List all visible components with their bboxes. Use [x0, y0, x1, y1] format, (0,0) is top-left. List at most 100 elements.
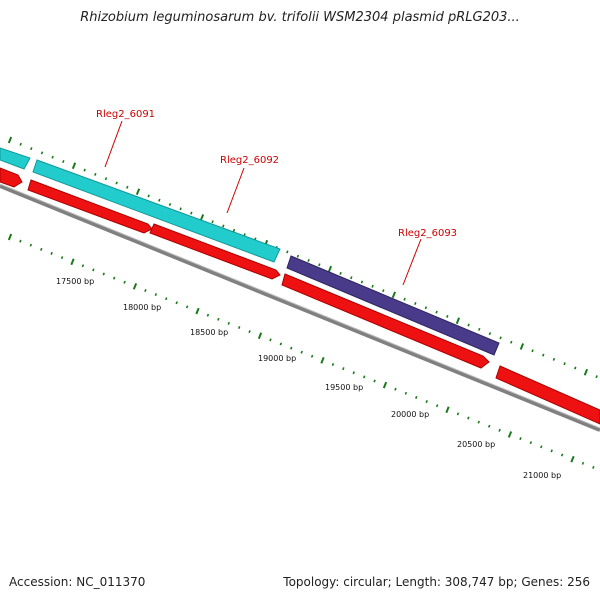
scale-tick: [175, 301, 178, 305]
outer-tick-row: [7, 136, 598, 379]
backbone-shadow: [0, 183, 600, 429]
gene-track: [0, 147, 500, 356]
outer-tick: [499, 336, 502, 340]
scale-tick: [50, 251, 53, 255]
cds-arrow[interactable]: [149, 223, 281, 280]
outer-tick: [382, 289, 385, 293]
scale-tick: [123, 280, 126, 284]
outer-tick: [126, 185, 129, 189]
scale-tick: [581, 461, 585, 465]
scale-tick: [60, 256, 64, 260]
scale-tick: [81, 264, 85, 268]
scale-tick: [540, 445, 543, 449]
scale-tick: [331, 363, 335, 366]
cds-arrow[interactable]: [27, 179, 153, 234]
scale-tick: [29, 243, 33, 247]
scale-label: 18500 bp: [190, 328, 228, 337]
scale-tick: [467, 416, 470, 420]
scale-label: 18000 bp: [123, 303, 161, 312]
cds-arrow[interactable]: [281, 273, 490, 369]
outer-tick: [179, 207, 182, 211]
outer-tick: [30, 147, 33, 151]
outer-tick: [62, 159, 65, 164]
scale-tick: [269, 338, 272, 342]
gene-rleg2-6093[interactable]: [286, 255, 500, 356]
outer-tick: [360, 280, 364, 284]
scale-tick: [404, 391, 408, 395]
outer-tick: [488, 332, 492, 336]
scale-tick: [435, 404, 439, 408]
outer-tick: [510, 340, 513, 344]
scale-tick: [592, 465, 595, 469]
scale-tick: [257, 332, 263, 340]
outer-tick: [94, 172, 97, 176]
outer-tick: [531, 349, 534, 353]
scale-tick: [248, 330, 251, 334]
cds-arrow[interactable]: [495, 365, 600, 425]
scale-label: 20500 bp: [457, 440, 495, 449]
outer-tick: [595, 375, 598, 379]
outer-tick: [19, 142, 22, 146]
scale-tick: [70, 258, 75, 266]
scale-label: 20000 bp: [391, 410, 429, 419]
scale-tick: [352, 371, 355, 375]
scale-tick: [550, 449, 553, 453]
outer-tick: [71, 162, 77, 170]
gene-label-rleg2-6091: Rleg2_6091: [96, 109, 155, 120]
outer-tick: [542, 353, 545, 357]
gene-label-leader: [226, 167, 245, 214]
outer-tick: [467, 323, 470, 327]
scale-tick: [570, 455, 575, 463]
outer-tick: [104, 177, 108, 181]
outer-tick: [563, 362, 566, 366]
scale-tick: [415, 395, 418, 399]
backbone-line: [0, 184, 600, 432]
outer-tick: [190, 211, 193, 215]
outer-tick: [211, 220, 214, 224]
outer-tick: [286, 250, 289, 254]
scale-tick: [154, 293, 158, 297]
gene-label-leader: [104, 120, 123, 168]
outer-tick: [391, 291, 397, 299]
scale-label: 19000 bp: [258, 354, 296, 363]
scale-tick: [217, 317, 220, 321]
outer-tick: [40, 151, 44, 155]
scale-label: 19500 bp: [325, 383, 363, 392]
outer-tick: [296, 254, 300, 258]
topology-text: Topology: circular; Length: 308,747 bp; …: [283, 575, 590, 589]
scale-tick: [394, 387, 397, 391]
outer-tick: [371, 284, 374, 288]
scale-tick: [144, 288, 147, 293]
gene-label-leader: [402, 238, 422, 286]
scale-tick: [320, 357, 325, 364]
scale-tick: [477, 420, 480, 424]
outer-tick: [583, 368, 589, 376]
outer-tick: [158, 198, 161, 202]
gene-label-rleg2-6093: Rleg2_6093: [398, 228, 457, 239]
scale-tick: [290, 346, 293, 350]
scale-tick: [300, 350, 303, 354]
scale-tick: [185, 305, 189, 309]
outer-tick: [339, 271, 342, 275]
scale-tick: [227, 321, 230, 325]
cds-arrow[interactable]: [0, 167, 23, 188]
outer-tick: [318, 263, 321, 267]
scale-tick: [507, 431, 513, 438]
outer-tick: [414, 301, 417, 306]
outer-tick: [232, 228, 236, 232]
scale-tick: [206, 313, 210, 317]
scale-tick: [456, 412, 460, 416]
outer-tick: [222, 224, 225, 228]
scale-tick-row: [7, 233, 595, 469]
outer-tick: [519, 343, 525, 350]
gene-segment[interactable]: [0, 147, 31, 170]
cds-track: [0, 167, 600, 425]
outer-tick: [115, 181, 118, 185]
scale-tick: [92, 268, 95, 272]
map-title: Rhizobium leguminosarum bv. trifolii WSM…: [80, 10, 520, 25]
scale-tick: [498, 428, 501, 432]
outer-tick: [83, 168, 86, 172]
outer-tick: [478, 327, 481, 331]
gene-rleg2-6091[interactable]: [32, 159, 281, 263]
outer-tick: [168, 202, 172, 207]
